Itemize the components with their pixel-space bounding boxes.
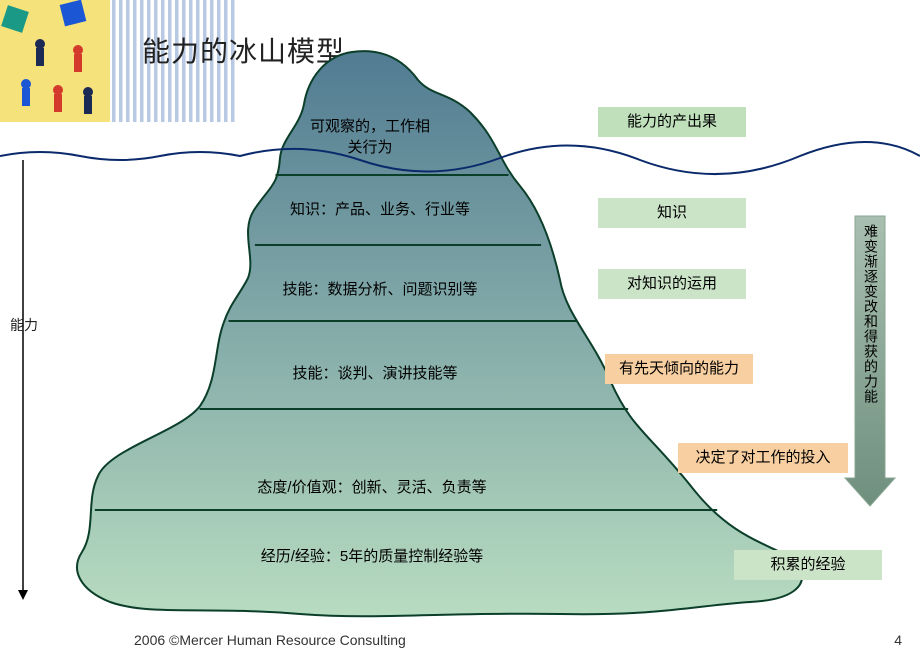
page-number: 4 [894,632,902,648]
right-label-box: 有先天倾向的能力 [605,354,753,384]
right-label-box: 知识 [598,198,746,228]
iceberg-layer-text: 知识：产品、业务、行业等 [230,198,530,219]
right-label-box: 决定了对工作的投入 [678,443,848,473]
left-axis-label: 能力 [10,315,38,335]
iceberg-layer-text: 技能：谈判、演讲技能等 [225,362,525,383]
iceberg-layer-text: 技能：数据分析、问题识别等 [230,278,530,299]
iceberg-layer-text: 经历/经验：5年的质量控制经验等 [222,545,522,566]
big-arrow-text: 难变渐逐变改和得获的力能 [861,224,881,474]
iceberg-layer-text: 可观察的，工作相关行为 [220,115,520,157]
iceberg-layer-text: 态度/价值观：创新、灵活、负责等 [222,476,522,497]
right-label-box: 积累的经验 [734,550,882,580]
right-label-box: 能力的产出果 [598,107,746,137]
right-label-box: 对知识的运用 [598,269,746,299]
footer-copyright: 2006 ©Mercer Human Resource Consulting [134,632,406,648]
